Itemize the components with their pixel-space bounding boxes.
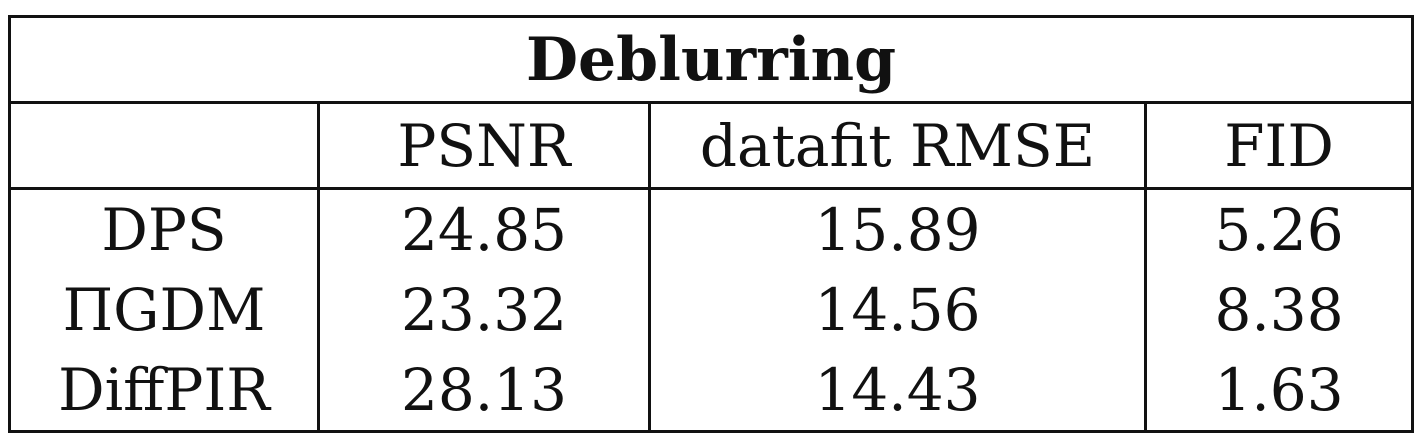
method-cell: ΠGDM — [9, 270, 320, 350]
table-header-row: PSNR datafit RMSE FID — [9, 102, 1413, 190]
table-title: Deblurring — [9, 16, 1413, 104]
fid-cell: 8.38 — [1214, 276, 1344, 344]
datafit-rmse-cell: 15.89 — [649, 188, 1147, 270]
table-title-row: Deblurring — [9, 16, 1413, 104]
psnr-cell: 28.13 — [318, 350, 651, 432]
table-row: DPS 24.85 15.89 5.26 — [9, 188, 1413, 270]
fid-cell: 1.63 — [1214, 356, 1344, 424]
header-psnr: PSNR — [318, 102, 651, 190]
psnr-cell: 23.32 — [318, 270, 651, 350]
method-cell: DiffPIR — [9, 350, 320, 432]
deblurring-results-table: Deblurring PSNR datafit RMSE FID DPS 24.… — [8, 15, 1415, 433]
header-fid: FID — [1145, 102, 1413, 190]
table-row: ΠGDM 23.32 14.56 8.38 — [9, 270, 1413, 350]
method-cell: DPS — [9, 188, 320, 270]
psnr-cell: 24.85 — [318, 188, 651, 270]
header-method — [9, 102, 320, 190]
datafit-rmse-cell: 14.56 — [649, 270, 1147, 350]
header-datafit-rmse: datafit RMSE — [649, 102, 1147, 190]
datafit-rmse-cell: 14.43 — [649, 350, 1147, 432]
fid-cell: 5.26 — [1214, 196, 1344, 264]
table-row: DiffPIR 28.13 14.43 1.63 — [9, 350, 1413, 432]
